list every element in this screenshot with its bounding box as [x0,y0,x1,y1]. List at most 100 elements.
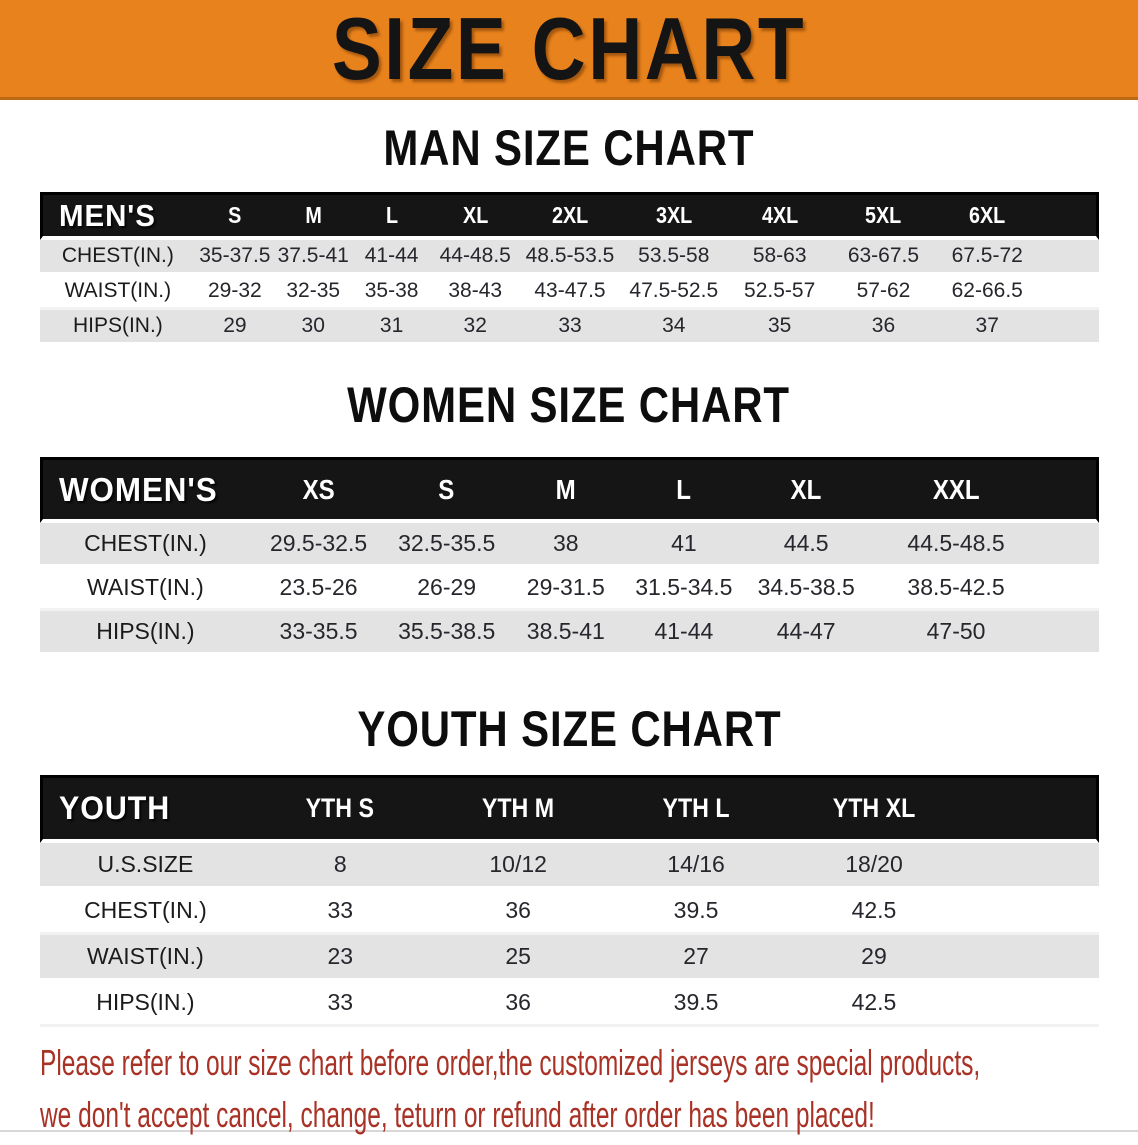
man-size-section: MAN SIZE CHART MEN'S S M L XL 2XL 3XL 4XL 5XL 6XL… [0,122,1138,345]
youth-size-heading: YOUTH SIZE CHART [0,703,1138,755]
size-value-cell: 58-63 [727,240,832,275]
size-column-header: 3XL [619,192,728,240]
size-value-cell: 18/20 [785,843,963,889]
measurement-row-label: WAIST(IN.) [39,567,252,611]
row-spacer-cell [962,843,1099,889]
row-spacer-cell [1043,523,1099,567]
policy-line-1-text: Please refer to our size chart before or… [40,1042,981,1083]
size-value-cell: 32-35 [273,275,353,310]
size-value-cell: 38.5-41 [507,611,625,655]
measurement-row: WAIST(IN.) 29-32 32-35 35-38 38-43 43-47.5 47.… [39,275,1099,310]
size-column-header: L [352,192,431,240]
measurement-row: CHEST(IN.) 29.5-32.5 32.5-35.5 38 41 44.5 44.5… [39,523,1099,567]
table-header-row: WOMEN'S XS S M L XL XXL [39,457,1099,523]
size-value-cell: 36 [831,310,936,345]
page-title: SIZE CHART [290,0,848,98]
size-value-cell: 38.5-42.5 [868,567,1044,611]
size-value-cell: 44-48.5 [430,240,521,275]
size-column-header: YTH S [251,775,430,843]
measurement-row-label: U.S.SIZE [39,843,252,889]
size-value-cell: 10/12 [429,843,608,889]
row-spacer-cell [1043,567,1099,611]
row-spacer-cell [962,889,1099,935]
row-spacer-cell [962,981,1099,1027]
order-policy-note: Please refer to our size chart before or… [40,1041,1138,1145]
measurement-row-label: HIPS(IN.) [39,611,252,655]
header-spacer-cell [962,775,1099,843]
size-value-cell: 38 [507,523,625,567]
table-group-label-text: YOUTH [58,790,170,826]
size-value-cell: 29-32 [196,275,274,310]
size-value-cell: 57-62 [831,275,936,310]
size-chart-banner: SIZE CHART [0,0,1138,100]
measurement-row-label: HIPS(IN.) [39,310,197,345]
size-value-cell: 37.5-41 [273,240,353,275]
size-value-cell: 33 [520,310,620,345]
measurement-row-label: HIPS(IN.) [39,981,252,1027]
measurement-row: WAIST(IN.) 23 25 27 29 [39,935,1099,981]
size-value-cell: 48.5-53.5 [520,240,620,275]
size-value-cell: 36 [429,981,608,1027]
measurement-row-label: CHEST(IN.) [39,240,197,275]
size-value-cell: 29 [196,310,274,345]
size-value-cell: 33 [251,981,430,1027]
size-column-header-text: XL [462,202,488,228]
size-value-cell: 44.5 [743,523,869,567]
men-size-table: MEN'S S M L XL 2XL 3XL 4XL 5XL 6XL CHEST(IN.) 35-37… [39,192,1099,345]
size-value-cell: 67.5-72 [935,240,1040,275]
youth-size-table: YOUTH YTH S YTH M YTH L YTH XL U.S.SIZE 8 10/12… [39,775,1099,1027]
size-value-cell: 35-38 [352,275,431,310]
size-value-cell: 42.5 [785,981,963,1027]
header-spacer-cell [1043,457,1099,523]
size-column-header-text: M [304,202,322,228]
women-size-section: WOMEN SIZE CHART WOMEN'S XS S M L XL XXL CHEST(… [0,379,1138,655]
row-spacer-cell [1039,240,1099,275]
page-title-text: SIZE CHART [331,0,807,98]
size-column-header: 5XL [831,192,936,240]
size-column-header: YTH XL [785,775,963,843]
size-value-cell: 23.5-26 [251,567,386,611]
youth-size-section: YOUTH SIZE CHART YOUTH YTH S YTH M YTH L YTH… [0,703,1138,1027]
row-spacer-cell [1043,611,1099,655]
size-column-header: 2XL [520,192,620,240]
man-size-heading: MAN SIZE CHART [0,122,1138,174]
size-value-cell: 42.5 [785,889,963,935]
size-value-cell: 47.5-52.5 [619,275,728,310]
size-column-header-text: XS [302,473,335,505]
row-spacer-cell [1039,310,1099,345]
size-value-cell: 23 [251,935,430,981]
measurement-row-label: WAIST(IN.) [39,935,252,981]
size-value-cell: 8 [251,843,430,889]
size-column-header-text: L [676,473,692,505]
size-column-header-text: 3XL [655,202,692,228]
size-value-cell: 41-44 [352,240,431,275]
size-column-header-text: XXL [932,473,980,505]
size-column-header-text: YTH L [662,793,730,823]
policy-line-2: we don't accept cancel, change, teturn o… [40,1093,1138,1145]
size-column-header-text: 4XL [761,202,798,228]
size-column-header: YTH M [429,775,608,843]
size-value-cell: 14/16 [607,843,786,889]
women-size-table: WOMEN'S XS S M L XL XXL CHEST(IN.) 29.5-32.5 32.5… [39,457,1099,655]
size-column-header: 6XL [935,192,1040,240]
size-column-header: L [624,457,744,523]
size-value-cell: 47-50 [868,611,1044,655]
size-column-header-text: YTH XL [832,793,916,823]
size-value-cell: 35-37.5 [196,240,274,275]
size-column-header-text: 5XL [865,202,902,228]
size-value-cell: 34.5-38.5 [743,567,869,611]
size-value-cell: 35 [727,310,832,345]
size-value-cell: 30 [273,310,353,345]
size-value-cell: 33 [251,889,430,935]
size-value-cell: 25 [429,935,608,981]
size-value-cell: 32 [430,310,521,345]
size-column-header: XL [430,192,521,240]
measurement-row-label: WAIST(IN.) [39,275,197,310]
size-value-cell: 62-66.5 [935,275,1040,310]
size-column-header: 4XL [727,192,832,240]
policy-line-1: Please refer to our size chart before or… [40,1041,1138,1093]
table-group-label: WOMEN'S [39,457,252,523]
size-value-cell: 31.5-34.5 [624,567,744,611]
policy-line-2-text: we don't accept cancel, change, teturn o… [40,1094,875,1135]
size-value-cell: 52.5-57 [727,275,832,310]
